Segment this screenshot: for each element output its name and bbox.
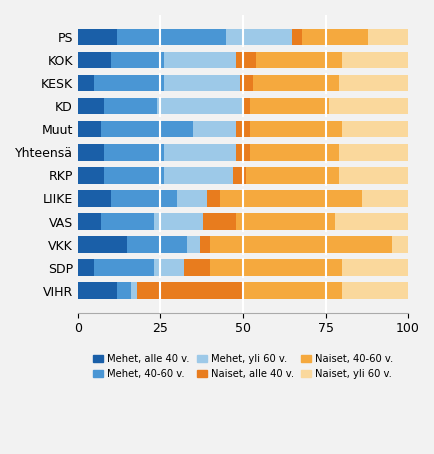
Bar bbox=[78, 282, 117, 299]
Bar bbox=[78, 236, 127, 253]
Bar bbox=[243, 282, 341, 299]
Bar bbox=[111, 190, 177, 207]
Bar bbox=[101, 213, 154, 230]
Bar bbox=[200, 236, 210, 253]
Bar bbox=[193, 121, 236, 138]
Bar bbox=[117, 282, 130, 299]
Bar bbox=[78, 144, 104, 161]
Bar bbox=[249, 144, 338, 161]
Bar bbox=[341, 121, 407, 138]
Bar bbox=[104, 98, 157, 114]
Bar bbox=[101, 121, 193, 138]
Bar bbox=[186, 236, 200, 253]
Bar bbox=[78, 121, 101, 138]
Bar bbox=[236, 121, 249, 138]
Bar bbox=[78, 98, 104, 114]
Bar bbox=[154, 259, 183, 276]
Bar bbox=[104, 144, 163, 161]
Bar bbox=[163, 167, 233, 184]
Bar bbox=[368, 29, 407, 45]
Bar bbox=[338, 167, 407, 184]
Bar bbox=[338, 75, 407, 91]
Bar bbox=[94, 259, 154, 276]
Legend: Mehet, alle 40 v., Mehet, 40-60 v., Mehet, yli 60 v., Naiset, alle 40 v., Naiset: Mehet, alle 40 v., Mehet, 40-60 v., Mehe… bbox=[89, 350, 396, 383]
Bar bbox=[236, 52, 256, 68]
Bar bbox=[335, 213, 407, 230]
Bar bbox=[127, 236, 186, 253]
Bar bbox=[78, 75, 94, 91]
Bar bbox=[341, 52, 407, 68]
Bar bbox=[78, 259, 94, 276]
Bar bbox=[361, 190, 407, 207]
Bar bbox=[341, 282, 407, 299]
Bar bbox=[117, 29, 226, 45]
Bar bbox=[111, 52, 163, 68]
Bar bbox=[341, 259, 407, 276]
Bar bbox=[249, 121, 341, 138]
Bar bbox=[137, 282, 243, 299]
Bar bbox=[219, 190, 361, 207]
Bar bbox=[302, 29, 368, 45]
Bar bbox=[210, 236, 391, 253]
Bar bbox=[239, 75, 252, 91]
Bar bbox=[104, 167, 163, 184]
Bar bbox=[78, 213, 101, 230]
Bar bbox=[292, 29, 302, 45]
Bar bbox=[157, 98, 243, 114]
Bar bbox=[236, 213, 335, 230]
Bar bbox=[154, 213, 203, 230]
Bar bbox=[249, 98, 328, 114]
Bar bbox=[233, 167, 246, 184]
Bar bbox=[246, 167, 338, 184]
Bar bbox=[163, 52, 236, 68]
Bar bbox=[183, 259, 210, 276]
Bar bbox=[206, 190, 219, 207]
Bar bbox=[338, 144, 407, 161]
Bar bbox=[328, 98, 407, 114]
Bar bbox=[210, 259, 341, 276]
Bar bbox=[163, 75, 239, 91]
Bar bbox=[163, 144, 236, 161]
Bar bbox=[256, 52, 341, 68]
Bar bbox=[177, 190, 206, 207]
Bar bbox=[203, 213, 236, 230]
Bar bbox=[236, 144, 249, 161]
Bar bbox=[94, 75, 163, 91]
Bar bbox=[78, 167, 104, 184]
Bar bbox=[78, 52, 111, 68]
Bar bbox=[78, 190, 111, 207]
Bar bbox=[252, 75, 338, 91]
Bar bbox=[391, 236, 407, 253]
Bar bbox=[226, 29, 292, 45]
Bar bbox=[243, 98, 249, 114]
Bar bbox=[78, 29, 117, 45]
Bar bbox=[130, 282, 137, 299]
